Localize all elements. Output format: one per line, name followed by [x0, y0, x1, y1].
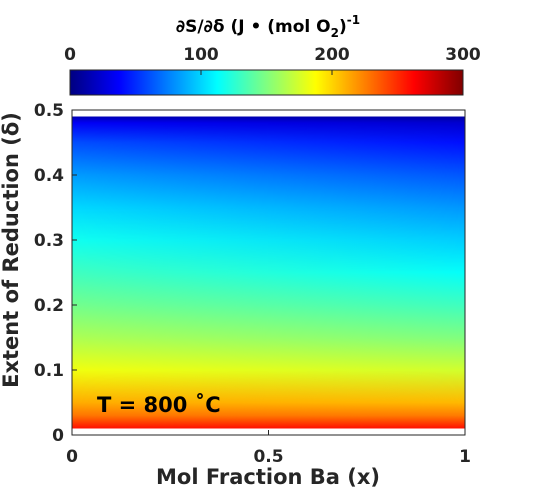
colorbar-tick-label: 100	[183, 45, 219, 65]
y-axis-label: Extent of Reduction (δ)	[0, 112, 23, 388]
colorbar-label-sub: 2	[331, 26, 339, 40]
y-tick-label: 0.2	[34, 296, 64, 316]
y-tick-label: 0.4	[34, 166, 64, 186]
heatmap-plot: 0 0.5 1 0 0.1 0.2 0.3 0.4 0.5 T = 800 ˚C	[34, 101, 471, 467]
y-tick-label: 0.1	[34, 361, 64, 381]
heatmap-field-left	[72, 116, 465, 429]
colorbar-label-main: ∂S/∂δ (J • (mol O	[176, 17, 331, 37]
colorbar-tick-label: 300	[445, 45, 481, 65]
colorbar-tick-label: 0	[64, 45, 76, 65]
y-tick-label: 0	[52, 426, 64, 446]
x-axis-label: Mol Fraction Ba (x)	[156, 465, 380, 489]
y-tick-label: 0.5	[34, 101, 64, 121]
colorbar-bar	[69, 69, 464, 96]
y-tick-label: 0.3	[34, 231, 64, 251]
x-tick-label: 0	[66, 447, 78, 467]
colorbar-tick-label: 200	[314, 45, 350, 65]
colorbar-label-sup: -1	[347, 13, 360, 27]
colorbar: ∂S/∂δ (J • (mol O2)-1 0 100 200 300	[64, 13, 481, 96]
colorbar-label-close: )	[339, 17, 347, 37]
temperature-annotation: T = 800 ˚C	[97, 393, 221, 417]
colorbar-label: ∂S/∂δ (J • (mol O2)-1	[176, 13, 360, 40]
x-tick-label: 0.5	[253, 447, 283, 467]
x-tick-label: 1	[459, 447, 471, 467]
